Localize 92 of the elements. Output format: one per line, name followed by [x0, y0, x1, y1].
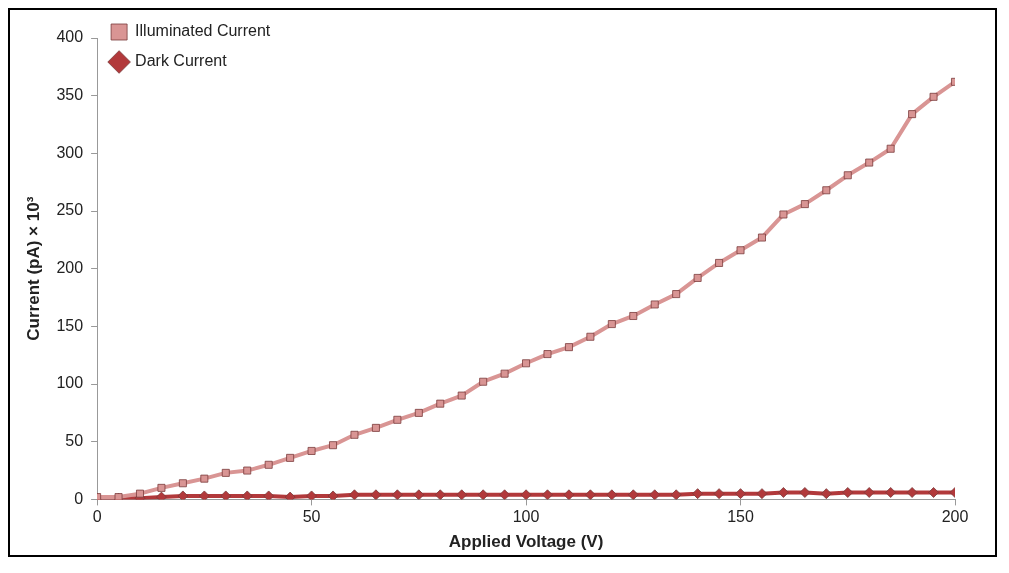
point — [758, 233, 766, 242]
point — [284, 491, 296, 500]
point — [606, 489, 618, 500]
point — [928, 487, 939, 498]
point — [436, 399, 445, 408]
point — [306, 490, 317, 500]
point — [693, 273, 702, 282]
x-tick-label: 150 — [727, 508, 754, 526]
point — [456, 489, 468, 500]
point — [200, 474, 209, 483]
point — [779, 210, 788, 219]
point — [629, 312, 638, 320]
y-tick-label: 150 — [56, 316, 84, 334]
point — [565, 343, 573, 352]
legend-label: Illuminated Current — [135, 22, 271, 40]
point — [584, 489, 596, 500]
point — [822, 186, 831, 195]
point — [477, 489, 489, 500]
point — [627, 489, 639, 500]
point — [863, 487, 875, 498]
point — [820, 488, 832, 500]
point — [843, 171, 852, 180]
point — [906, 487, 918, 498]
point — [264, 460, 273, 469]
point — [929, 92, 938, 101]
point — [391, 489, 403, 500]
point — [842, 487, 854, 498]
point — [885, 487, 897, 498]
x-axis-title: Applied Voltage (V) — [448, 532, 604, 552]
x-tick-label: 200 — [941, 508, 969, 526]
point — [542, 489, 553, 500]
y-tick-label: 100 — [56, 374, 84, 392]
y-tick-label: 350 — [56, 86, 84, 104]
x-tick-label: 100 — [512, 508, 540, 526]
point — [156, 491, 167, 500]
point — [371, 423, 380, 432]
point — [735, 488, 746, 500]
point — [329, 441, 337, 450]
point — [715, 259, 724, 267]
point — [286, 453, 295, 462]
point — [370, 489, 382, 500]
x-tick-label: 50 — [302, 508, 321, 526]
point — [221, 468, 230, 477]
point — [198, 490, 210, 500]
point — [650, 300, 659, 309]
legend-label: Dark Current — [135, 52, 228, 70]
point — [350, 430, 359, 439]
y-tick-label: 200 — [56, 259, 84, 277]
y-tick-label: 400 — [56, 28, 84, 46]
x-tick-label: 0 — [92, 508, 102, 526]
point — [672, 290, 681, 299]
point — [220, 490, 232, 500]
point — [800, 200, 809, 209]
point — [243, 466, 252, 475]
point — [649, 489, 661, 500]
point — [349, 489, 360, 500]
y-tick-label: 250 — [56, 201, 84, 219]
point — [157, 483, 166, 492]
point — [178, 479, 187, 488]
point — [522, 359, 530, 368]
point — [778, 487, 789, 498]
point — [457, 391, 466, 400]
point — [563, 489, 575, 500]
point — [543, 350, 552, 358]
point — [434, 489, 446, 500]
point — [413, 489, 425, 500]
point — [756, 488, 768, 500]
point — [327, 490, 339, 500]
point — [586, 332, 595, 341]
point — [263, 490, 275, 500]
point — [736, 246, 745, 255]
point — [500, 369, 509, 378]
point — [177, 490, 189, 500]
y-tick-label: 0 — [74, 489, 84, 507]
point — [713, 488, 725, 500]
point — [393, 415, 402, 424]
y-tick-label: 300 — [56, 143, 84, 161]
point — [886, 144, 895, 153]
y-tick-label: 50 — [65, 432, 84, 450]
point — [479, 377, 488, 386]
point — [241, 490, 253, 500]
point — [607, 320, 616, 328]
y-axis-title: Current (pA) × 10³ — [23, 196, 43, 341]
point — [520, 489, 532, 500]
point — [692, 488, 704, 500]
point — [799, 487, 811, 498]
point — [307, 447, 316, 455]
point — [414, 408, 423, 417]
point — [499, 489, 510, 500]
point — [670, 489, 682, 500]
point — [865, 158, 874, 167]
point — [908, 110, 917, 119]
